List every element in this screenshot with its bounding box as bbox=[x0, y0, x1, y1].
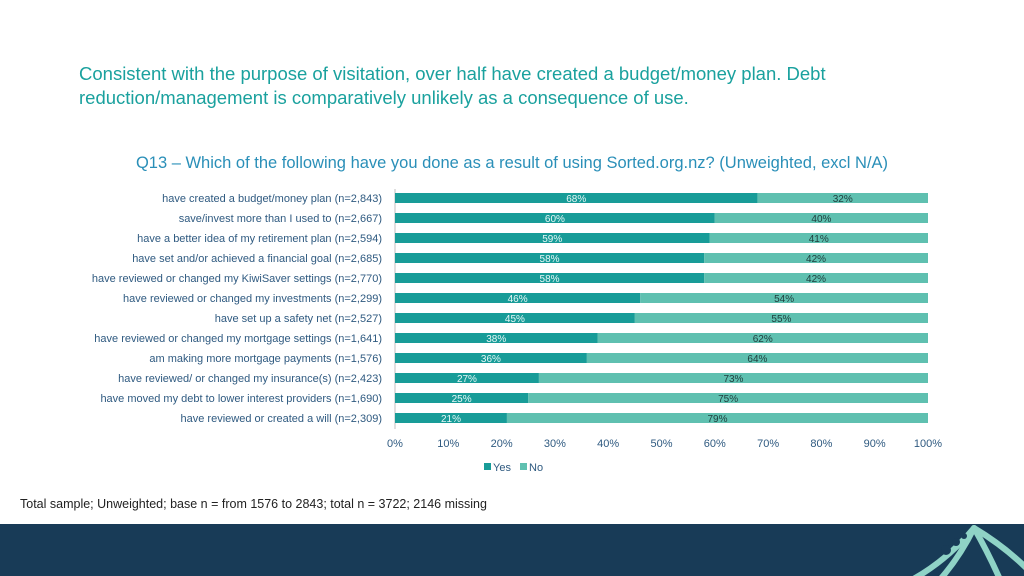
bar-no-6 bbox=[634, 313, 928, 323]
data-label-no: 55% bbox=[771, 314, 791, 325]
category-label: have reviewed or created a will (n=2,309… bbox=[181, 413, 382, 425]
data-label-yes: 58% bbox=[540, 274, 560, 285]
data-label-no: 40% bbox=[811, 214, 831, 225]
data-label-no: 42% bbox=[806, 254, 826, 265]
bar-yes-4 bbox=[395, 273, 705, 283]
data-label-yes: 25% bbox=[452, 394, 472, 405]
x-tick-label: 100% bbox=[914, 438, 942, 450]
data-label-no: 75% bbox=[718, 394, 738, 405]
data-label-yes: 38% bbox=[486, 334, 506, 345]
data-label-no: 41% bbox=[809, 234, 829, 245]
x-tick-label: 80% bbox=[810, 438, 832, 450]
x-tick-label: 60% bbox=[704, 438, 726, 450]
x-tick-label: 30% bbox=[544, 438, 566, 450]
bar-yes-11 bbox=[395, 413, 507, 423]
stacked-bar-chart: have created a budget/money plan (n=2,84… bbox=[92, 189, 942, 474]
bar-no-0 bbox=[757, 193, 928, 203]
data-label-yes: 59% bbox=[542, 234, 562, 245]
legend-label-no: No bbox=[529, 462, 543, 474]
bar-no-5 bbox=[640, 293, 928, 303]
category-label: save/invest more than I used to (n=2,667… bbox=[179, 213, 382, 225]
x-tick-label: 0% bbox=[387, 438, 403, 450]
page-headline: Consistent with the purpose of visitatio… bbox=[79, 63, 826, 108]
data-label-no: 54% bbox=[774, 294, 794, 305]
category-label: have reviewed or changed my KiwiSaver se… bbox=[92, 273, 382, 285]
footnote: Total sample; Unweighted; base n = from … bbox=[20, 497, 487, 511]
bar-no-1 bbox=[714, 213, 928, 223]
bar-no-4 bbox=[704, 273, 928, 283]
data-label-yes: 60% bbox=[545, 214, 565, 225]
legend-swatch-no bbox=[520, 463, 527, 470]
data-label-yes: 45% bbox=[505, 314, 525, 325]
category-label: have reviewed or changed my investments … bbox=[123, 293, 382, 305]
bar-no-8 bbox=[586, 353, 928, 363]
data-label-no: 79% bbox=[707, 414, 727, 425]
bar-yes-6 bbox=[395, 313, 635, 323]
category-label: have created a budget/money plan (n=2,84… bbox=[162, 193, 382, 205]
data-label-no: 73% bbox=[723, 374, 743, 385]
logo-icon bbox=[912, 525, 1024, 576]
data-label-yes: 21% bbox=[441, 414, 461, 425]
bar-yes-0 bbox=[395, 193, 758, 203]
data-label-yes: 36% bbox=[481, 354, 501, 365]
bar-yes-7 bbox=[395, 333, 598, 343]
x-tick-label: 70% bbox=[757, 438, 779, 450]
bar-yes-2 bbox=[395, 233, 710, 243]
bar-no-11 bbox=[506, 413, 928, 423]
bar-yes-5 bbox=[395, 293, 641, 303]
data-label-yes: 46% bbox=[508, 294, 528, 305]
x-tick-label: 20% bbox=[491, 438, 513, 450]
bar-yes-8 bbox=[395, 353, 587, 363]
data-label-yes: 27% bbox=[457, 374, 477, 385]
category-label: have set and/or achieved a financial goa… bbox=[132, 253, 382, 265]
data-label-no: 42% bbox=[806, 274, 826, 285]
x-tick-label: 40% bbox=[597, 438, 619, 450]
bar-yes-3 bbox=[395, 253, 705, 263]
bar-yes-1 bbox=[395, 213, 715, 223]
data-label-yes: 68% bbox=[566, 194, 586, 205]
x-tick-label: 90% bbox=[864, 438, 886, 450]
chart-title: Q13 – Which of the following have you do… bbox=[135, 154, 889, 172]
category-label: am making more mortgage payments (n=1,57… bbox=[149, 353, 382, 365]
bar-no-10 bbox=[528, 393, 928, 403]
bar-no-7 bbox=[597, 333, 928, 343]
data-label-no: 64% bbox=[747, 354, 767, 365]
category-label: have a better idea of my retirement plan… bbox=[137, 233, 382, 245]
category-label: have moved my debt to lower interest pro… bbox=[100, 393, 382, 405]
legend-swatch-yes bbox=[484, 463, 491, 470]
bar-no-3 bbox=[704, 253, 928, 263]
bar-no-9 bbox=[538, 373, 928, 383]
bar-no-2 bbox=[709, 233, 928, 243]
footer-band bbox=[0, 524, 1024, 576]
x-tick-label: 10% bbox=[437, 438, 459, 450]
bar-yes-10 bbox=[395, 393, 529, 403]
data-label-no: 62% bbox=[753, 334, 773, 345]
data-label-no: 32% bbox=[833, 194, 853, 205]
bar-yes-9 bbox=[395, 373, 539, 383]
x-tick-label: 50% bbox=[650, 438, 672, 450]
category-label: have set up a safety net (n=2,527) bbox=[215, 313, 382, 325]
category-label: have reviewed or changed my mortgage set… bbox=[94, 333, 382, 345]
category-label: have reviewed/ or changed my insurance(s… bbox=[118, 373, 382, 385]
data-label-yes: 58% bbox=[540, 254, 560, 265]
legend-label-yes: Yes bbox=[493, 462, 511, 474]
